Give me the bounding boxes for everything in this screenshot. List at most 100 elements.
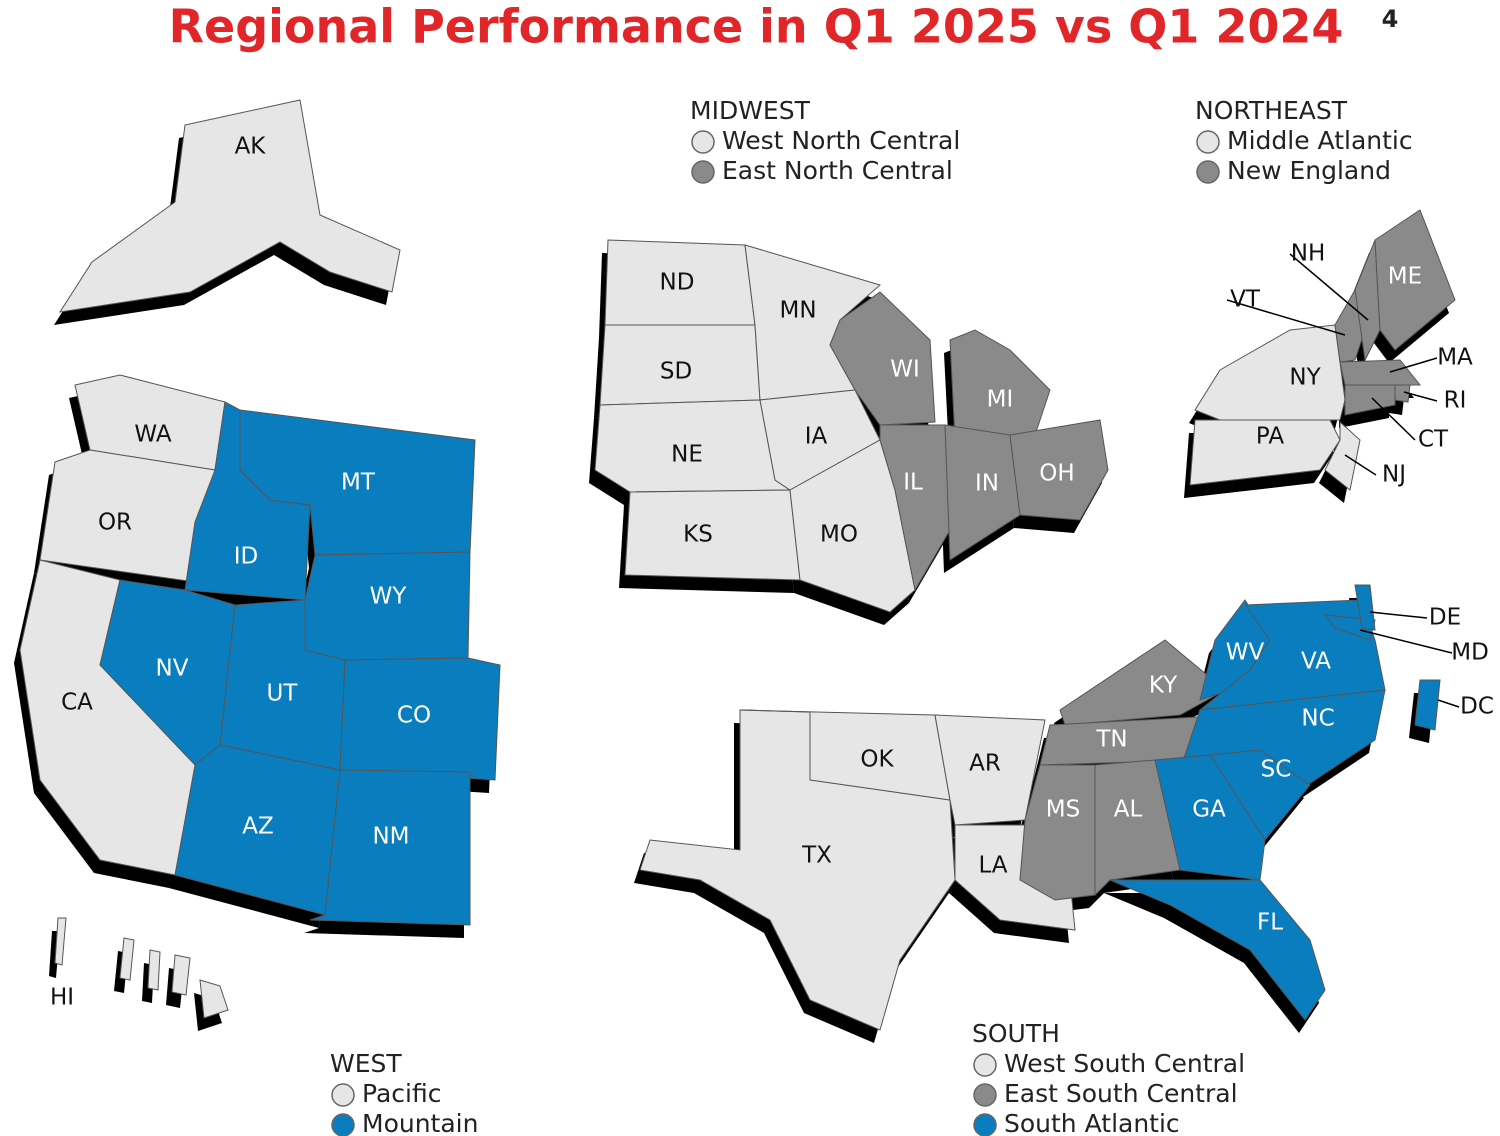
state-label: MN xyxy=(779,298,816,324)
state-label: MA xyxy=(1437,345,1473,371)
state-label: VA xyxy=(1301,649,1331,675)
state xyxy=(1094,759,1181,897)
state xyxy=(147,949,161,991)
state-label: MO xyxy=(820,522,858,548)
state xyxy=(1194,324,1346,421)
leader-line xyxy=(1403,391,1438,402)
leader-line xyxy=(1226,299,1346,336)
legend-title: NORTHEAST xyxy=(1195,96,1348,125)
state xyxy=(199,979,229,1019)
state-label: CO xyxy=(397,703,431,729)
state-label: LA xyxy=(978,853,1007,879)
legend-title: WEST xyxy=(330,1049,402,1078)
state-label: MT xyxy=(341,470,376,496)
state-label: ND xyxy=(660,270,695,296)
legend-swatch xyxy=(973,1113,997,1136)
legend-swatch xyxy=(973,1053,997,1077)
leader-line xyxy=(1359,629,1453,654)
leader-line xyxy=(1289,253,1369,321)
legend-title: SOUTH xyxy=(972,1019,1060,1048)
states xyxy=(19,99,1456,1031)
legend-swatch xyxy=(973,1083,997,1107)
state xyxy=(1354,584,1376,631)
state-label: CT xyxy=(1418,427,1449,453)
map-title: Regional Performance in Q1 2025 vs Q1 20… xyxy=(169,0,1344,54)
state-label: RI xyxy=(1444,388,1467,414)
legend-label: West North Central xyxy=(722,126,960,155)
state xyxy=(1374,209,1456,351)
state-label: TN xyxy=(1095,727,1127,753)
state-label: MS xyxy=(1046,797,1080,823)
legend-label: South Atlantic xyxy=(1004,1109,1180,1136)
state-label: FL xyxy=(1257,910,1283,936)
state-label: MI xyxy=(987,387,1014,413)
legend-label: East South Central xyxy=(1004,1079,1238,1108)
state-label: NJ xyxy=(1382,462,1406,488)
state-label: OR xyxy=(98,510,132,536)
state xyxy=(1059,639,1226,726)
state-label: IN xyxy=(975,471,999,497)
legend-swatch xyxy=(331,1113,355,1136)
legend-swatch xyxy=(331,1083,355,1107)
state xyxy=(829,291,936,426)
state xyxy=(1414,679,1441,731)
state-label: SC xyxy=(1261,757,1292,783)
state-label: KY xyxy=(1149,673,1178,699)
legend-title: MIDWEST xyxy=(690,96,811,125)
state-label: NC xyxy=(1301,706,1334,732)
state-label: NM xyxy=(372,824,409,850)
state-label: PA xyxy=(1256,424,1284,450)
title-note: 4 xyxy=(1382,5,1399,33)
state xyxy=(739,709,951,801)
state-label: ME xyxy=(1388,264,1422,290)
legend-label: Mountain xyxy=(362,1109,478,1136)
legend-swatch xyxy=(691,160,715,184)
state xyxy=(58,99,401,313)
leader-line xyxy=(1344,454,1377,476)
state-label: WY xyxy=(370,584,408,610)
state-label: TX xyxy=(801,843,832,869)
state-label: CA xyxy=(61,690,93,716)
legend-label: New England xyxy=(1227,156,1391,185)
state-label: OK xyxy=(860,747,894,773)
state-label: OH xyxy=(1039,461,1074,487)
state xyxy=(949,329,1051,441)
state-label: MD xyxy=(1451,640,1489,666)
state-label: VT xyxy=(1230,287,1261,313)
state-label: WI xyxy=(890,357,920,383)
state-label: IL xyxy=(903,470,923,496)
legend-swatch xyxy=(1196,160,1220,184)
state xyxy=(339,657,501,781)
state xyxy=(1324,420,1361,491)
state xyxy=(1154,754,1266,881)
leader-line xyxy=(1437,699,1460,708)
state xyxy=(934,714,1046,826)
state-label: WV xyxy=(1226,640,1265,666)
state-label: UT xyxy=(267,681,299,707)
state xyxy=(239,409,476,556)
state xyxy=(309,769,471,926)
state-label: NV xyxy=(156,656,189,682)
state xyxy=(1009,419,1109,521)
leader-line xyxy=(1389,357,1438,373)
state-label: AK xyxy=(235,134,267,160)
state-label: GA xyxy=(1192,797,1226,823)
state xyxy=(174,744,341,916)
state-label: DE xyxy=(1429,605,1461,631)
labels: AK HI WA OR CA ID MT WY NV UT CO AZ NM ND SD NE KS MN IA MO… xyxy=(50,134,1494,1011)
leader-line xyxy=(1369,611,1428,619)
legend-label: Pacific xyxy=(362,1079,441,1108)
state xyxy=(54,917,67,966)
state-label: AZ xyxy=(242,814,274,840)
legend-label: Middle Atlantic xyxy=(1227,126,1413,155)
state xyxy=(1339,359,1422,386)
state-label: NH xyxy=(1291,241,1326,267)
state-label: KS xyxy=(683,522,713,548)
legend-label: West South Central xyxy=(1004,1049,1245,1078)
legend-swatch xyxy=(1196,130,1220,154)
state-label: IA xyxy=(805,424,828,450)
legend-swatch xyxy=(691,130,715,154)
state xyxy=(171,954,191,996)
